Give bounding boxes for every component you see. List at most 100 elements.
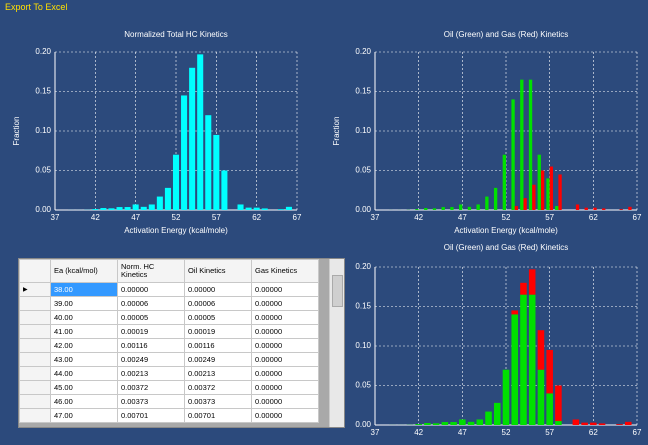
y-tick-label: 0.20 (35, 47, 51, 56)
grid-cell[interactable]: 47.00 (50, 408, 118, 423)
bar (124, 207, 131, 210)
scroll-thumb[interactable] (332, 275, 343, 307)
x-tick-label: 62 (589, 428, 598, 437)
grid-cell[interactable]: 0.00006 (117, 296, 185, 311)
column-header[interactable]: Ea (kcal/mol) (50, 259, 118, 283)
grid-cell[interactable]: 0.00373 (184, 394, 252, 409)
grid-cell[interactable]: 0.00000 (117, 282, 185, 297)
grid-cell[interactable]: 0.00213 (117, 366, 185, 381)
scrollbar[interactable] (329, 259, 344, 427)
bar (493, 187, 498, 210)
grid-cell[interactable]: 43.00 (50, 352, 118, 367)
column-header[interactable]: Gas Kinetics (251, 259, 319, 283)
bar (514, 206, 519, 210)
grid-cell[interactable]: 39.00 (50, 296, 118, 311)
grid-cell[interactable]: 0.00000 (251, 296, 319, 311)
column-header[interactable]: Norm. HC Kinetics (117, 259, 185, 283)
grid-cell[interactable]: 0.00213 (184, 366, 252, 381)
bar (277, 209, 284, 210)
data-grid[interactable]: Ea (kcal/mol) Norm. HC Kinetics Oil Kineti… (18, 258, 345, 428)
grid-cell[interactable]: 0.00005 (117, 310, 185, 325)
bar (253, 207, 260, 210)
bar (593, 207, 597, 210)
y-tick-label: 0.05 (355, 381, 371, 390)
grid-cell[interactable]: 0.00000 (184, 282, 252, 297)
bar-segment (581, 422, 588, 425)
grid-cell[interactable]: 0.00116 (117, 338, 185, 353)
grid-cell[interactable]: 45.00 (50, 380, 118, 395)
row-header[interactable] (19, 324, 51, 339)
grid-row[interactable]: 39.00 0.00006 0.00006 0.00000 (19, 296, 319, 311)
grid-row[interactable]: ▶ 38.00 0.00000 0.00000 0.00000 (19, 282, 319, 297)
y-tick-label: 0.00 (355, 420, 371, 429)
column-header[interactable]: Oil Kinetics (184, 259, 252, 283)
x-tick-label: 62 (589, 213, 598, 222)
grid-cell[interactable]: 0.00000 (251, 310, 319, 325)
bar (172, 154, 180, 210)
bar (485, 196, 489, 210)
grid-cell[interactable]: 0.00116 (184, 338, 252, 353)
grid-row[interactable]: 41.00 0.00019 0.00019 0.00000 (19, 324, 319, 339)
grid-cell[interactable]: 44.00 (50, 366, 118, 381)
grid-row[interactable]: 47.00 0.00701 0.00701 0.00000 (19, 408, 319, 423)
grid-row[interactable]: 45.00 0.00372 0.00372 0.00000 (19, 380, 319, 395)
grid-cell[interactable]: 0.00019 (184, 324, 252, 339)
row-header[interactable] (19, 366, 51, 381)
bar (213, 134, 220, 210)
export-link[interactable]: Export To Excel (5, 2, 68, 12)
row-header[interactable] (19, 296, 51, 311)
bar (156, 196, 163, 210)
grid-cell[interactable]: 0.00000 (251, 394, 319, 409)
row-header[interactable] (19, 408, 51, 423)
row-header[interactable] (19, 352, 51, 367)
grid-cell[interactable]: 0.00000 (251, 366, 319, 381)
bar (181, 95, 188, 210)
grid-cell[interactable]: 0.00249 (117, 352, 185, 367)
x-tick-label: 37 (371, 428, 380, 437)
grid-row[interactable]: 43.00 0.00249 0.00249 0.00000 (19, 352, 319, 367)
grid-cell[interactable]: 0.00005 (184, 310, 252, 325)
grid-cell[interactable]: 0.00249 (184, 352, 252, 367)
row-header[interactable]: ▶ (19, 282, 51, 297)
grid-cell[interactable]: 0.00006 (184, 296, 252, 311)
grid-cell[interactable]: 0.00000 (251, 338, 319, 353)
grid-cell[interactable]: 0.00000 (251, 324, 319, 339)
grid-cell[interactable]: 0.00701 (117, 408, 185, 423)
grid-cell[interactable]: 0.00000 (251, 352, 319, 367)
grid-cell[interactable]: 0.00000 (251, 282, 319, 297)
bar (205, 115, 212, 210)
bar (540, 170, 545, 210)
bar-segment (485, 411, 492, 425)
grid-cell[interactable]: 0.00000 (251, 408, 319, 423)
bar-segment (493, 402, 501, 425)
row-header[interactable] (19, 338, 51, 353)
row-header[interactable] (19, 310, 51, 325)
grid-row[interactable]: 46.00 0.00373 0.00373 0.00000 (19, 394, 319, 409)
x-tick-label: 67 (633, 213, 642, 222)
grid-cell[interactable]: 0.00372 (117, 380, 185, 395)
x-tick-label: 52 (502, 213, 511, 222)
grid-cell[interactable]: 0.00372 (184, 380, 252, 395)
grid-cell[interactable]: 0.00019 (117, 324, 185, 339)
bar-segment (511, 310, 519, 315)
grid-cell[interactable]: 0.00373 (117, 394, 185, 409)
grid-cell[interactable]: 38.00 (50, 282, 118, 297)
grid-cell[interactable]: 41.00 (50, 324, 118, 339)
grid-cell[interactable]: 42.00 (50, 338, 118, 353)
grid-row[interactable]: 40.00 0.00005 0.00005 0.00000 (19, 310, 319, 325)
bar (237, 204, 244, 210)
y-tick-label: 0.20 (355, 262, 371, 271)
grid-row[interactable]: 44.00 0.00213 0.00213 0.00000 (19, 366, 319, 381)
row-header[interactable] (19, 380, 51, 395)
grid-row[interactable]: 42.00 0.00116 0.00116 0.00000 (19, 338, 319, 353)
grid-cell[interactable]: 0.00701 (184, 408, 252, 423)
bar-segment (467, 421, 475, 425)
bar (92, 209, 99, 210)
grid-cell[interactable]: 46.00 (50, 394, 118, 409)
grid-cell[interactable]: 40.00 (50, 310, 118, 325)
row-header[interactable] (19, 394, 51, 409)
bar (424, 208, 428, 210)
x-axis-label: Activation Energy (kcal/mole) (124, 226, 228, 235)
grid-cell[interactable]: 0.00000 (251, 380, 319, 395)
